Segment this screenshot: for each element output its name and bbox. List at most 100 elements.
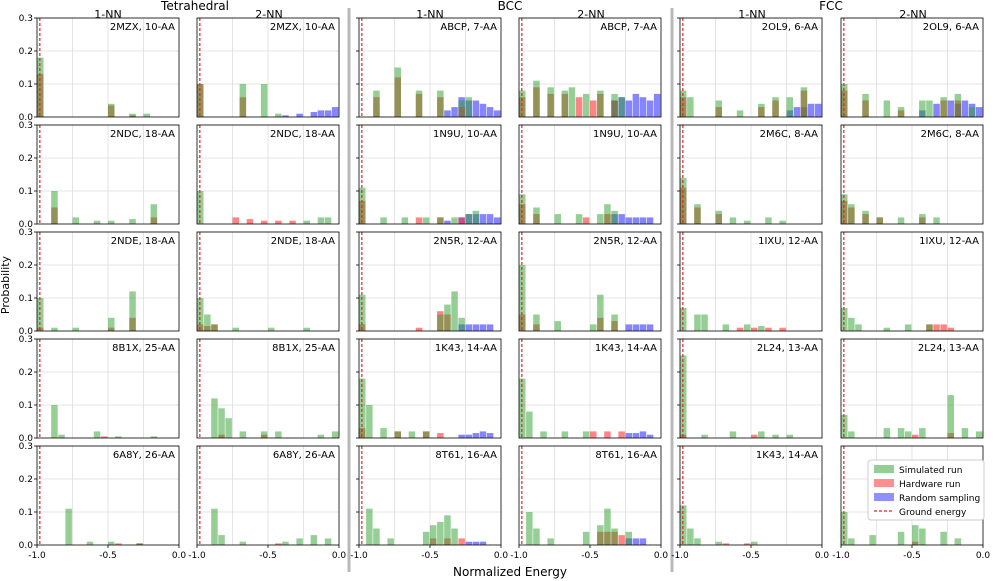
bar-random: [324, 110, 332, 117]
bar-simulated: [211, 508, 218, 545]
bar-hardware: [618, 431, 625, 438]
panel-label: 8T61, 16-AA: [595, 450, 657, 461]
column-title-2nn: 2-NN: [255, 8, 282, 21]
panel-label: 1K43, 14-AA: [435, 343, 497, 354]
histogram-panel: 1K43, 14-AA -1.0 -0.5 0.0: [671, 445, 830, 561]
bar-simulated: [800, 87, 808, 117]
bar-random: [479, 541, 487, 545]
x-tick-label: -1.0: [671, 551, 689, 561]
y-tick-label: 0.2: [19, 261, 33, 271]
y-tick-label: 0.1: [19, 80, 33, 90]
legend: Simulated run Hardware run Random sampli…: [867, 459, 985, 521]
bar-simulated: [533, 80, 540, 117]
x-tick-label: 0.0: [332, 551, 347, 561]
bar-simulated: [540, 431, 547, 438]
y-tick-label: 0.1: [19, 294, 33, 304]
bar-simulated: [765, 217, 772, 224]
bar-simulated: [715, 210, 722, 224]
bar-random: [639, 431, 647, 438]
bar-random: [458, 434, 465, 438]
bar-simulated: [324, 217, 332, 224]
histogram-panel: 2MZX, 10-AA: [196, 17, 340, 118]
bar-simulated: [604, 508, 611, 545]
bar-simulated: [239, 84, 247, 117]
bar-random: [479, 324, 487, 331]
bar-random: [486, 433, 494, 438]
bar-simulated: [72, 327, 79, 331]
bar-simulated: [848, 538, 855, 545]
x-tick-label: 0.0: [815, 551, 830, 561]
panel-frame: [518, 231, 662, 332]
bar-simulated: [204, 314, 211, 331]
bar-random: [793, 107, 801, 117]
bar-simulated: [547, 87, 554, 117]
bar-random: [639, 324, 647, 331]
bar-random: [646, 100, 654, 117]
bar-hardware: [590, 431, 597, 438]
panel-frame: [840, 231, 984, 332]
histogram-panel: 8T61, 16-AA -1.0 -0.5 0.0: [510, 445, 668, 561]
bar-simulated: [260, 431, 268, 438]
y-tick-label: 0.1: [19, 508, 33, 518]
bar-simulated: [93, 220, 101, 224]
panel-label: 2NDE, 18-AA: [271, 236, 335, 247]
bar-simulated: [533, 207, 540, 224]
bar-simulated: [458, 317, 465, 331]
bar-simulated: [961, 428, 969, 438]
histogram-panel: 2NDE, 18-AA: [196, 231, 340, 332]
bar-simulated: [848, 317, 855, 331]
bar-simulated: [582, 531, 590, 545]
bar-simulated: [869, 535, 876, 545]
bar-simulated: [611, 314, 618, 331]
x-tick-label: -1.0: [832, 551, 850, 561]
x-tick-label: 0.0: [172, 551, 187, 561]
x-tick-label: 0.0: [976, 551, 991, 561]
bar-simulated: [779, 220, 786, 224]
bar-simulated: [444, 304, 451, 331]
bar-simulated: [883, 428, 891, 438]
x-tick-label: -1.0: [350, 551, 368, 561]
bar-simulated: [366, 405, 373, 438]
bar-simulated: [65, 508, 72, 545]
bar-simulated: [282, 541, 289, 545]
y-tick-label: 0.0: [19, 434, 34, 444]
bar-simulated: [218, 408, 225, 438]
x-tick-label: -0.5: [581, 551, 599, 561]
column-title-1nn: 1-NN: [738, 8, 765, 21]
bar-simulated: [232, 327, 239, 331]
bar-simulated: [947, 395, 954, 438]
panel-frame: [196, 17, 340, 118]
bar-simulated: [225, 418, 232, 438]
bar-simulated: [919, 214, 926, 224]
histogram-panel: 2N5R, 12-AA: [356, 231, 502, 332]
bar-simulated: [143, 113, 150, 117]
y-tick-label: 0.0: [19, 541, 34, 551]
bar-simulated: [437, 314, 444, 331]
bar-simulated: [940, 531, 947, 545]
bar-simulated: [401, 217, 409, 224]
panel-frame: [840, 338, 984, 439]
bar-random: [625, 100, 632, 117]
bar-random: [486, 214, 494, 224]
bar-simulated: [625, 531, 632, 545]
bar-simulated: [115, 436, 122, 438]
panel-frame: [358, 338, 502, 439]
panel-label: 2NDC, 18-AA: [110, 129, 175, 140]
bar-simulated: [275, 113, 282, 117]
bar-simulated: [897, 107, 905, 117]
y-tick-label: 0.3: [19, 442, 33, 452]
bar-simulated: [275, 431, 282, 438]
bar-simulated: [317, 217, 325, 224]
bar-random: [632, 433, 640, 438]
histogram-panel: 2NDC, 18-AA: [196, 124, 340, 225]
column-title-2nn: 2-NN: [577, 8, 604, 21]
bar-simulated: [72, 217, 79, 224]
group-title-tetrahedral: Tetrahedral: [160, 0, 229, 13]
bar-simulated: [211, 324, 218, 331]
bar-hardware: [743, 543, 751, 545]
x-tick-label: -1.0: [510, 551, 528, 561]
histogram-panel: 2L24, 13-AA: [840, 338, 984, 439]
bar-simulated: [848, 431, 855, 438]
bar-simulated: [108, 103, 115, 117]
histogram-panel: 1IXU, 12-AA: [677, 231, 823, 332]
